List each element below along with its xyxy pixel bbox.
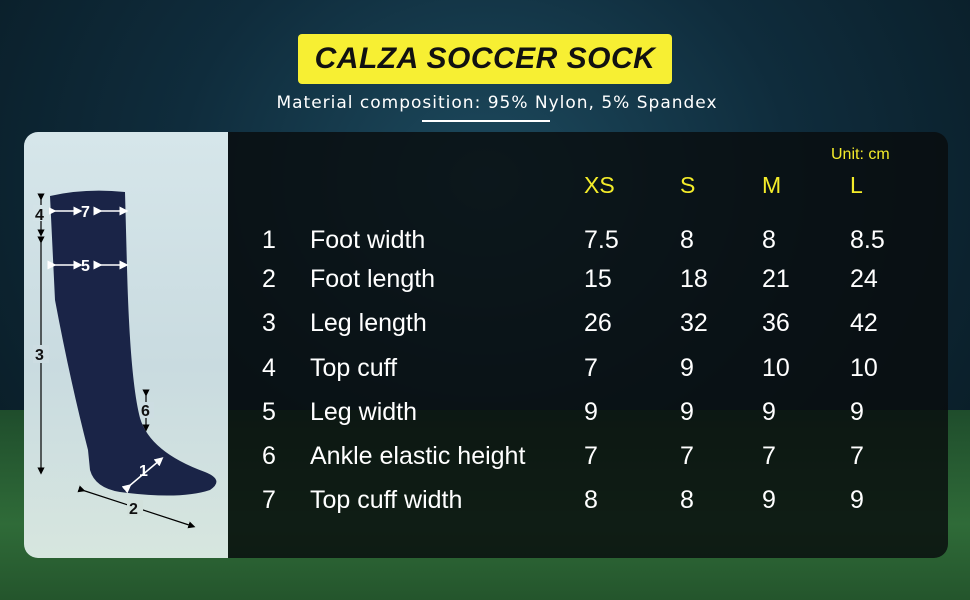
subtitle-underline: [422, 120, 550, 122]
row-label: Foot length: [310, 265, 436, 293]
material-subtitle: Material composition: 95% Nylon, 5% Span…: [276, 93, 718, 113]
row-number: 6: [262, 442, 276, 470]
row-value-s: 32: [680, 309, 708, 337]
page-title: CALZA SOCCER SOCK: [314, 42, 656, 75]
row-value-s: 8: [680, 226, 694, 254]
row-number: 4: [262, 354, 276, 382]
row-value-xs: 9: [584, 398, 598, 426]
row-value-l: 10: [850, 354, 878, 382]
label-5: 5: [81, 258, 90, 275]
label-2: 2: [129, 501, 138, 518]
sock-diagram-panel: 7 5 1 4 3 6 2: [24, 132, 228, 558]
row-value-l: 7: [850, 442, 864, 470]
row-value-m: 7: [762, 442, 776, 470]
row-value-xs: 7: [584, 354, 598, 382]
row-value-xs: 26: [584, 309, 612, 337]
label-1: 1: [139, 463, 148, 480]
row-number: 2: [262, 265, 276, 293]
size-table-panel: [228, 132, 948, 558]
row-label: Foot width: [310, 226, 426, 254]
size-header-s: S: [680, 172, 696, 198]
row-value-m: 36: [762, 309, 790, 337]
row-number: 1: [262, 226, 276, 254]
row-value-s: 7: [680, 442, 694, 470]
row-value-xs: 7: [584, 442, 598, 470]
label-3: 3: [35, 347, 44, 364]
row-label: Ankle elastic height: [310, 442, 526, 470]
row-number: 5: [262, 398, 276, 426]
row-value-l: 42: [850, 309, 878, 337]
title-banner: CALZA SOCCER SOCK: [298, 34, 672, 84]
row-number: 3: [262, 309, 276, 337]
row-number: 7: [262, 486, 276, 514]
size-header-xs: XS: [584, 172, 615, 198]
row-value-l: 8.5: [850, 226, 885, 254]
row-value-s: 9: [680, 398, 694, 426]
row-value-m: 8: [762, 226, 776, 254]
row-value-s: 18: [680, 265, 708, 293]
row-value-s: 8: [680, 486, 694, 514]
row-value-l: 9: [850, 486, 864, 514]
sock-diagram: 7 5 1 4 3 6 2: [33, 190, 217, 529]
row-label: Top cuff width: [310, 486, 463, 514]
sock-shape: [50, 190, 217, 496]
label-7: 7: [81, 204, 90, 221]
row-label: Leg width: [310, 398, 418, 426]
row-value-m: 9: [762, 486, 776, 514]
row-value-xs: 7.5: [584, 226, 619, 254]
row-value-xs: 8: [584, 486, 598, 514]
size-header-l: L: [850, 172, 863, 198]
row-label: Top cuff: [310, 354, 398, 382]
row-value-xs: 15: [584, 265, 612, 293]
label-4: 4: [35, 207, 44, 224]
row-value-s: 9: [680, 354, 694, 382]
black-dimension-labels: 4 3 6 2: [33, 205, 154, 518]
row-value-l: 24: [850, 265, 878, 293]
white-dimension-labels: 7 5 1: [81, 204, 148, 480]
row-value-m: 21: [762, 265, 790, 293]
row-value-m: 10: [762, 354, 790, 382]
row-value-l: 9: [850, 398, 864, 426]
size-header-m: M: [762, 172, 782, 198]
row-value-m: 9: [762, 398, 776, 426]
unit-label: Unit: cm: [831, 146, 890, 163]
label-6: 6: [141, 403, 150, 420]
row-label: Leg length: [310, 309, 427, 337]
